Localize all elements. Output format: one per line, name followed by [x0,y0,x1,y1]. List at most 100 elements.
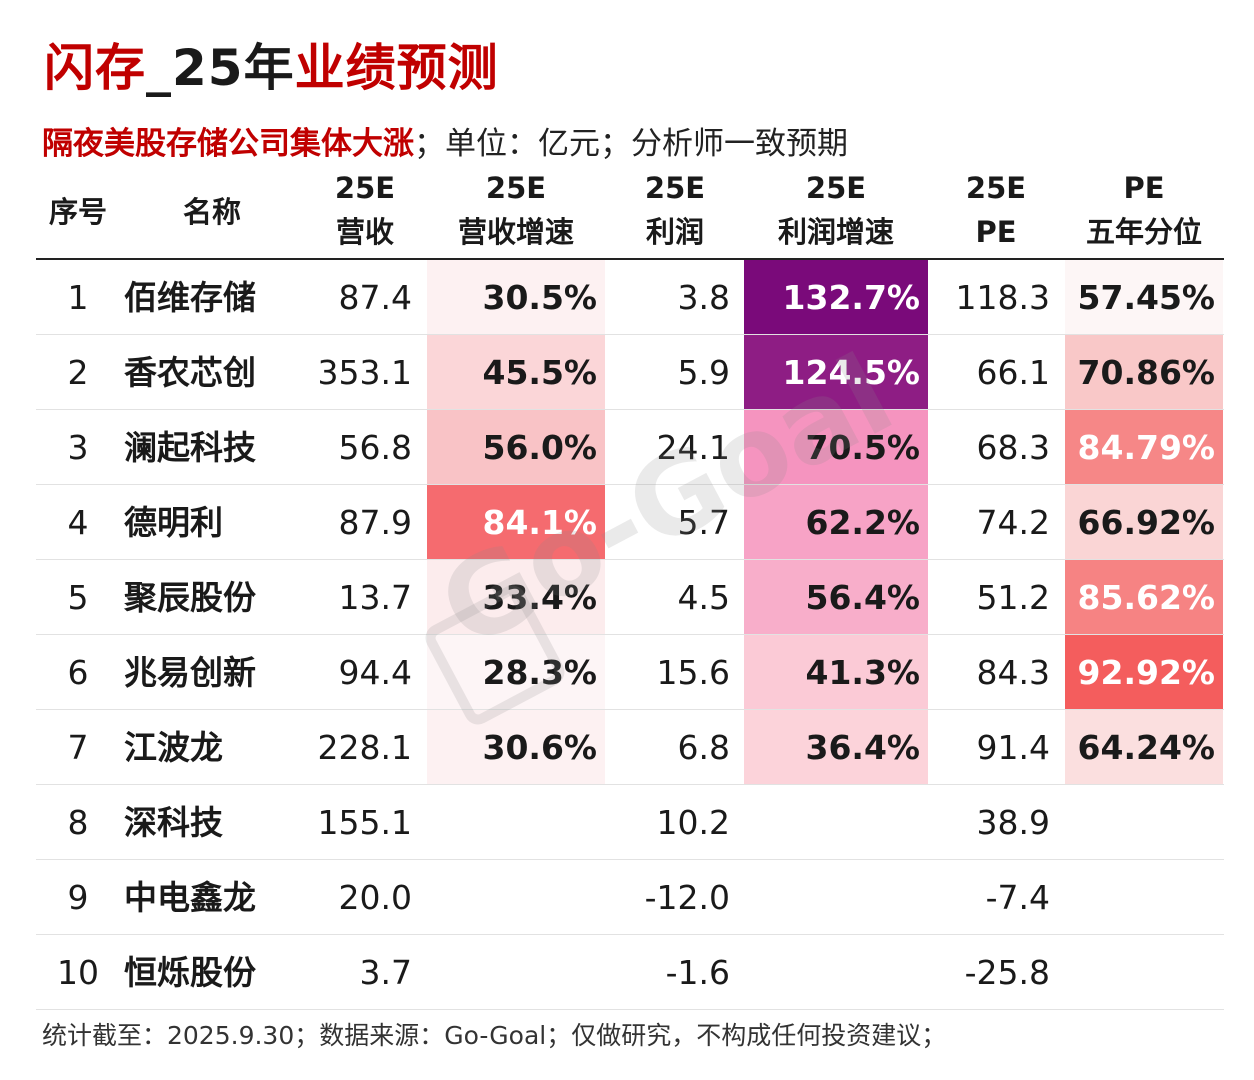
cell-index: 8 [67,803,89,842]
header-profit-growth-line1: 25E [805,171,867,205]
cell-profit: 6.8 [677,728,730,767]
cell-pe-percentile [1065,935,1223,1010]
row-divider [36,409,1224,410]
cell-revenue-growth: 28.3% [427,635,605,710]
row-divider [36,784,1224,785]
cell-name: 澜起科技 [124,428,256,467]
table-row: 5 聚辰股份 13.7 33.4% 4.5 56.4% 51.2 85.62% [36,560,1224,635]
cell-pe-percentile: 64.24% [1065,710,1223,785]
header-profit-line2: 利润 [645,215,704,249]
header-name-label: 名称 [182,195,241,229]
header-rev: 25E 营收 [305,166,425,254]
cell-profit-growth: 56.4% [744,560,928,635]
cell-index: 4 [67,503,89,542]
row-divider [36,484,1224,485]
subtitle: 隔夜美股存储公司集体大涨；单位：亿元；分析师一致预期 [42,118,848,163]
cell-pe-percentile [1065,785,1223,860]
cell-profit: -12.0 [644,878,730,917]
cell-revenue: 3.7 [359,953,412,992]
row-divider [36,334,1224,335]
cell-pe: 74.2 [976,503,1050,542]
cell-index: 3 [67,428,89,467]
cell-pe: -25.8 [964,953,1050,992]
header-rev-growth-line1: 25E [485,171,547,205]
cell-revenue-growth [427,860,605,935]
row-divider [36,859,1224,860]
cell-revenue-growth: 33.4% [427,560,605,635]
cell-name: 江波龙 [124,728,223,767]
cell-revenue-growth: 84.1% [427,485,605,560]
cell-index: 5 [67,578,89,617]
cell-profit-growth [744,785,928,860]
cell-revenue-growth [427,935,605,1010]
cell-name: 深科技 [124,803,223,842]
table-row: 2 香农芯创 353.1 45.5% 5.9 124.5% 66.1 70.86% [36,335,1224,410]
cell-profit-growth [744,860,928,935]
table-row: 6 兆易创新 94.4 28.3% 15.6 41.3% 84.3 92.92% [36,635,1224,710]
cell-revenue: 87.9 [338,503,412,542]
cell-profit-growth: 36.4% [744,710,928,785]
cell-pe: 66.1 [976,353,1050,392]
cell-profit-growth: 41.3% [744,635,928,710]
cell-profit: 5.9 [677,353,730,392]
cell-pe: 84.3 [976,653,1050,692]
table-row: 10 恒烁股份 3.7 -1.6 -25.8 [36,935,1224,1010]
cell-profit: 3.8 [677,278,730,317]
table-row: 4 德明利 87.9 84.1% 5.7 62.2% 74.2 66.92% [36,485,1224,560]
cell-pe: 38.9 [976,803,1050,842]
cell-profit-growth: 62.2% [744,485,928,560]
title-part2: _25年 [146,39,295,97]
cell-revenue: 94.4 [338,653,412,692]
cell-name: 香农芯创 [124,353,256,392]
title-part1: 闪存 [44,39,146,97]
row-divider [36,1009,1224,1010]
cell-profit: 4.5 [677,578,730,617]
row-divider [36,634,1224,635]
cell-pe: 91.4 [976,728,1050,767]
cell-name: 兆易创新 [124,653,256,692]
cell-index: 1 [67,278,89,317]
cell-profit-growth: 124.5% [744,335,928,410]
title-part3: 业绩预测 [294,39,499,97]
row-divider [36,934,1224,935]
cell-name: 德明利 [124,503,223,542]
cell-profit: 5.7 [677,503,730,542]
cell-pe-percentile: 57.45% [1065,260,1223,335]
table-row: 1 佰维存储 87.4 30.5% 3.8 132.7% 118.3 57.45% [36,260,1224,335]
header-pe-line2: PE [975,215,1017,249]
cell-name: 中电鑫龙 [124,878,256,917]
header-profit-line1: 25E [644,171,706,205]
cell-profit: 15.6 [656,653,730,692]
header-rev-line1: 25E [334,171,396,205]
cell-pe-percentile: 85.62% [1065,560,1223,635]
cell-pe: 68.3 [976,428,1050,467]
header-pe-line1: 25E [965,171,1027,205]
header-rev-growth-line2: 营收增速 [457,215,574,249]
header-rev-line2: 营收 [335,215,394,249]
header-pe: 25E PE [936,166,1056,254]
cell-pe: -7.4 [985,878,1050,917]
header-divider [36,258,1224,260]
cell-pe: 51.2 [976,578,1050,617]
table-row: 9 中电鑫龙 20.0 -12.0 -7.4 [36,860,1224,935]
header-profit-growth-line2: 利润增速 [777,215,894,249]
table-row: 8 深科技 155.1 10.2 38.9 [36,785,1224,860]
cell-profit: 24.1 [656,428,730,467]
footer-note: 统计截至：2025.9.30；数据来源：Go-Goal；仅做研究，不构成任何投资… [42,1021,947,1050]
cell-profit-growth: 132.7% [744,260,928,335]
cell-revenue-growth: 45.5% [427,335,605,410]
header-pe-pct-line2: 五年分位 [1085,215,1202,249]
cell-pe-percentile: 70.86% [1065,335,1223,410]
cell-index: 2 [67,353,89,392]
header-profit-growth: 25E 利润增速 [744,166,928,254]
cell-profit: -1.6 [665,953,730,992]
cell-revenue: 56.8 [338,428,412,467]
row-divider [36,709,1224,710]
cell-index: 6 [67,653,89,692]
cell-revenue: 228.1 [317,728,412,767]
cell-revenue-growth [427,785,605,860]
header-rev-growth: 25E 营收增速 [427,166,605,254]
row-divider [36,559,1224,560]
header-pe-pct-line1: PE [1123,171,1165,205]
cell-revenue: 13.7 [338,578,412,617]
